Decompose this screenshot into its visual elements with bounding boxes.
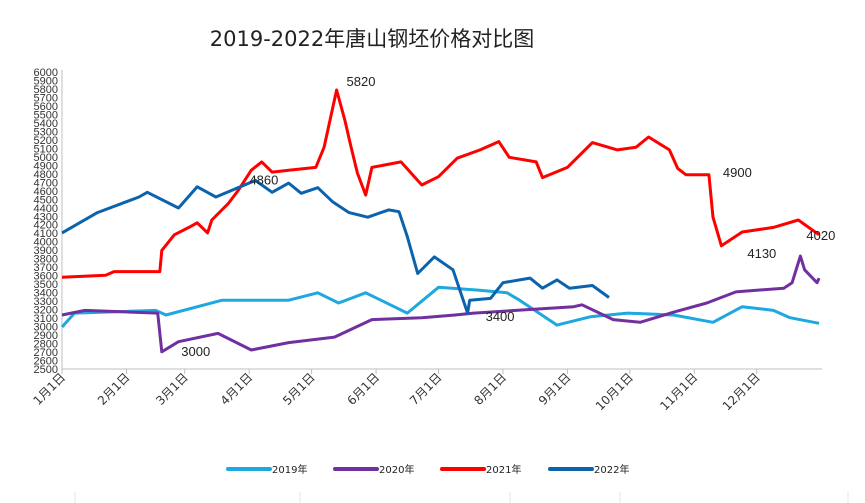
x-tick-label: 5月1日 — [280, 370, 318, 408]
y-tick-label: 5400 — [34, 118, 58, 130]
legend-item: 2019年 — [226, 463, 307, 476]
y-tick-label: 3100 — [34, 313, 58, 325]
y-tick-label: 2600 — [34, 356, 58, 368]
y-tick-label: 4600 — [34, 186, 58, 198]
y-tick-label: 5600 — [34, 101, 58, 113]
data-label: 5820 — [347, 74, 376, 89]
y-tick-label: 3400 — [34, 288, 58, 300]
series-lines — [60, 88, 821, 354]
y-tick-label: 3000 — [34, 322, 58, 334]
x-tick-labels: 1月1日 2月1日 3月1日 4月1日 5月1日 6月1日 7月1日 8月1日 9月1日 10月1… — [30, 369, 763, 413]
y-tick-label: 4500 — [34, 194, 58, 206]
y-tick-label: 4800 — [34, 169, 58, 181]
legend-label: 2021年 — [486, 463, 521, 476]
chart-title: 2019-2022年唐山钢坯价格对比图 — [210, 27, 534, 51]
y-tick-label: 2700 — [34, 347, 58, 359]
x-tick-label: 2月1日 — [95, 370, 133, 408]
data-label: 4130 — [747, 246, 776, 261]
data-label: 3000 — [181, 344, 210, 359]
y-tick-label: 4000 — [34, 237, 58, 249]
y-tick-label: 3900 — [34, 245, 58, 257]
y-tick-label: 6000 — [34, 67, 58, 79]
legend-item: 2021年 — [440, 463, 521, 476]
y-tick-label: 3800 — [34, 254, 58, 266]
y-tick-label: 4400 — [34, 203, 58, 215]
legend-item: 2020年 — [333, 463, 414, 476]
y-tick-label: 5800 — [34, 84, 58, 96]
y-tick-label: 3600 — [34, 271, 58, 283]
y-tick-label: 5700 — [34, 92, 58, 104]
y-tick-label: 2900 — [34, 330, 58, 342]
series-line-2021年 — [61, 88, 820, 279]
y-tick-label: 4900 — [34, 160, 58, 172]
legend: 2019年 2020年 2021年 2022年 — [226, 463, 629, 476]
y-tick-label: 4100 — [34, 228, 58, 240]
background-artifacts — [74, 492, 849, 503]
data-label: 4020 — [806, 228, 835, 243]
y-tick-labels: 2500260027002800290030003100320033003400… — [34, 67, 58, 376]
y-tick-label: 5000 — [34, 152, 58, 164]
y-tick-label: 2800 — [34, 339, 58, 351]
data-label: 4860 — [249, 173, 278, 188]
x-tick-label: 8月1日 — [471, 370, 509, 408]
y-tick-label: 3200 — [34, 305, 58, 317]
y-tick-label: 4200 — [34, 220, 58, 232]
data-label: 3400 — [486, 309, 515, 324]
data-annotations: 5820 4860 3000 3400 4900 4130 4020 — [181, 74, 835, 359]
legend-item: 2022年 — [548, 463, 629, 476]
y-tick-label: 3300 — [34, 296, 58, 308]
x-tick-label: 4月1日 — [218, 370, 256, 408]
x-tick-label: 9月1日 — [536, 370, 574, 408]
series-line-2022年 — [61, 178, 610, 315]
y-tick-label: 4300 — [34, 211, 58, 223]
x-tick-label: 10月1日 — [593, 370, 636, 413]
y-tick-label: 5500 — [34, 109, 58, 121]
x-tick-label: 3月1日 — [153, 370, 191, 408]
x-tick-label: 7月1日 — [407, 370, 445, 408]
y-tick-label: 3700 — [34, 262, 58, 274]
y-tick-label: 3500 — [34, 279, 58, 291]
data-label: 4900 — [723, 165, 752, 180]
series-line-2019年 — [60, 285, 820, 329]
x-tick-label: 6月1日 — [345, 370, 383, 408]
series-line-2020年 — [61, 254, 821, 354]
y-tick-label: 5300 — [34, 126, 58, 138]
legend-label: 2020年 — [379, 463, 414, 476]
y-tick-label: 5900 — [34, 75, 58, 87]
legend-label: 2022年 — [594, 463, 629, 476]
y-tick-label: 4700 — [34, 177, 58, 189]
y-tick-label: 5100 — [34, 143, 58, 155]
x-tick-label: 11月1日 — [657, 370, 700, 413]
x-tick-label: 12月1日 — [720, 370, 763, 413]
y-tick-label: 5200 — [34, 135, 58, 147]
legend-label: 2019年 — [272, 463, 307, 476]
y-tick-label: 2500 — [34, 364, 58, 376]
